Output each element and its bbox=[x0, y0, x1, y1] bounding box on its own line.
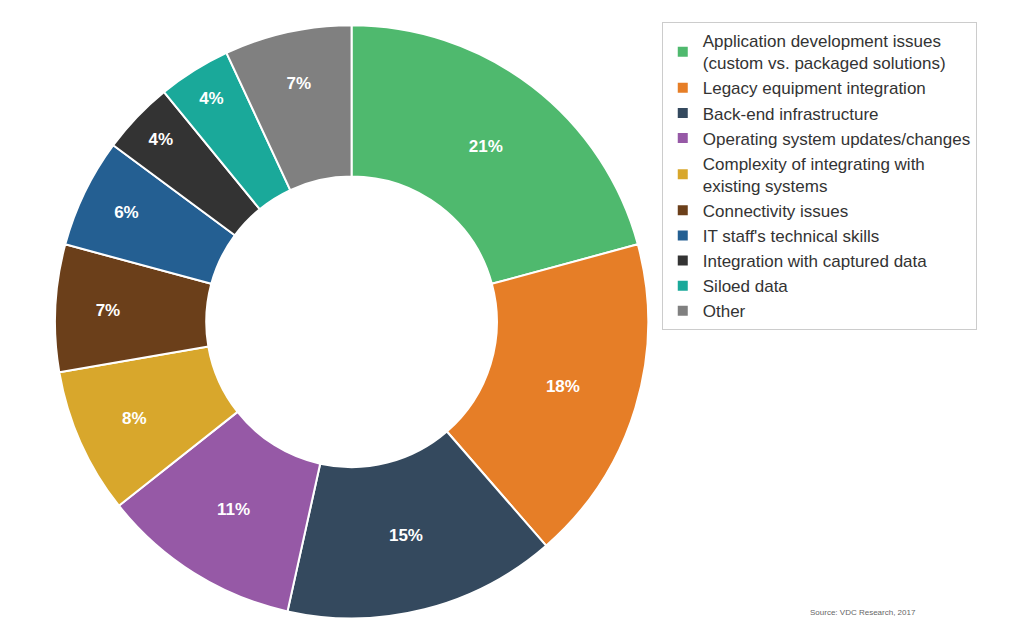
svg-text:Operating system updates/chang: Operating system updates/changes bbox=[703, 130, 970, 149]
svg-text:Complexity of integrating with: Complexity of integrating withexisting s… bbox=[703, 155, 925, 196]
svg-text:7%: 7% bbox=[287, 74, 312, 93]
svg-text:IT staff's technical skills: IT staff's technical skills bbox=[703, 227, 879, 246]
svg-text:Siloed data: Siloed data bbox=[703, 277, 789, 296]
svg-text:4%: 4% bbox=[199, 89, 224, 108]
svg-text:18%: 18% bbox=[546, 377, 580, 396]
svg-text:Source: VDC Research, 2017: Source: VDC Research, 2017 bbox=[810, 608, 916, 617]
svg-text:Other: Other bbox=[703, 302, 746, 321]
svg-text:Legacy equipment integration: Legacy equipment integration bbox=[703, 79, 926, 98]
svg-text:Back-end infrastructure: Back-end infrastructure bbox=[703, 105, 879, 124]
svg-text:7%: 7% bbox=[96, 301, 121, 320]
svg-text:4%: 4% bbox=[148, 130, 173, 149]
svg-text:6%: 6% bbox=[114, 203, 139, 222]
svg-text:11%: 11% bbox=[217, 500, 250, 519]
svg-text:Connectivity issues: Connectivity issues bbox=[703, 202, 849, 221]
svg-text:Integration with captured data: Integration with captured data bbox=[703, 252, 928, 271]
svg-text:15%: 15% bbox=[389, 526, 423, 545]
svg-text:Application development issues: Application development issues(custom vs… bbox=[703, 32, 946, 73]
svg-text:8%: 8% bbox=[122, 409, 147, 428]
svg-text:21%: 21% bbox=[469, 137, 503, 156]
